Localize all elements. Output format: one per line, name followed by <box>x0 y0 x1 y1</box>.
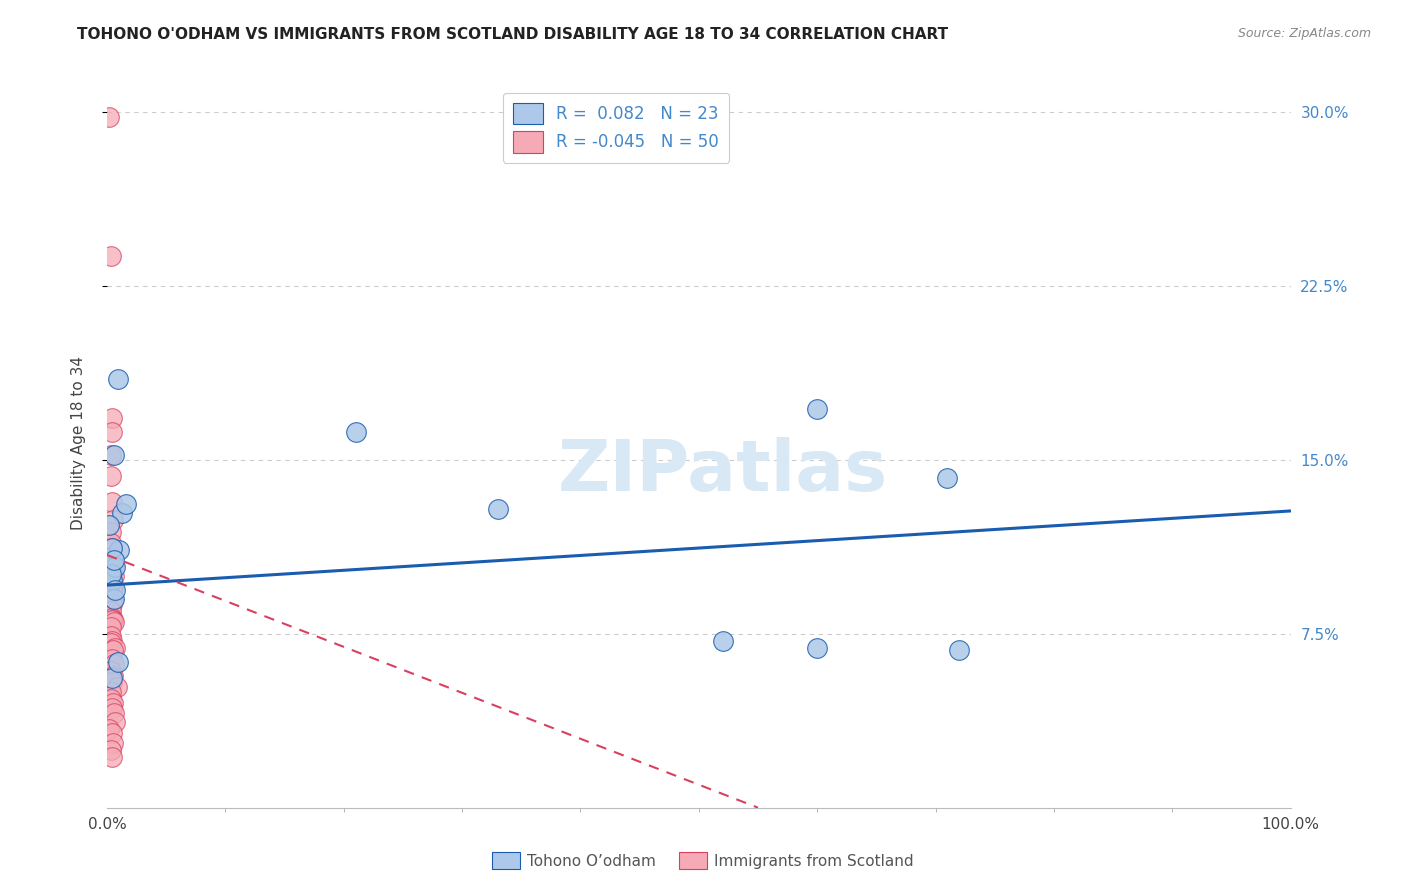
Point <box>98 110 121 124</box>
Point <box>101 582 124 597</box>
Point <box>101 592 124 607</box>
Point <box>344 425 367 439</box>
Point <box>101 559 124 574</box>
Point <box>100 249 122 263</box>
Y-axis label: Disability Age 18 to 34: Disability Age 18 to 34 <box>72 356 86 530</box>
Point <box>101 736 124 750</box>
Point <box>100 550 122 565</box>
Point <box>103 592 125 607</box>
Point <box>100 742 122 756</box>
Point <box>101 701 124 715</box>
Point <box>100 636 122 650</box>
Point <box>101 613 124 627</box>
Point <box>101 541 124 555</box>
Point <box>101 590 124 604</box>
Legend: Tohono O’odham, Immigrants from Scotland: Tohono O’odham, Immigrants from Scotland <box>486 846 920 875</box>
Point <box>103 657 125 671</box>
Point <box>101 494 124 508</box>
Point <box>104 714 127 729</box>
Point <box>100 536 122 550</box>
Point <box>101 749 124 764</box>
Point <box>101 574 124 588</box>
Point <box>486 501 509 516</box>
Point <box>100 685 122 699</box>
Point <box>98 722 121 736</box>
Text: TOHONO O'ODHAM VS IMMIGRANTS FROM SCOTLAND DISABILITY AGE 18 TO 34 CORRELATION C: TOHONO O'ODHAM VS IMMIGRANTS FROM SCOTLA… <box>77 27 949 42</box>
Point <box>100 524 122 539</box>
Point <box>103 615 125 630</box>
Point <box>101 675 124 690</box>
Point <box>103 706 125 720</box>
Point <box>100 448 122 462</box>
Point <box>100 604 122 618</box>
Point <box>100 629 122 643</box>
Point <box>101 671 124 685</box>
Point <box>100 691 122 706</box>
Point <box>100 620 122 634</box>
Point <box>104 559 127 574</box>
Point <box>936 471 959 485</box>
Point <box>103 569 125 583</box>
Text: Source: ZipAtlas.com: Source: ZipAtlas.com <box>1237 27 1371 40</box>
Point <box>101 613 124 627</box>
Text: ZIPatlas: ZIPatlas <box>557 437 887 507</box>
Point <box>111 506 134 520</box>
Point <box>101 581 124 595</box>
Point <box>107 372 129 386</box>
Point <box>101 643 124 657</box>
Point <box>101 513 124 527</box>
Point <box>101 550 124 565</box>
Point <box>101 668 124 682</box>
Point <box>101 697 124 711</box>
Legend: R =  0.082   N = 23, R = -0.045   N = 50: R = 0.082 N = 23, R = -0.045 N = 50 <box>503 93 730 162</box>
Point <box>101 597 124 611</box>
Point <box>104 640 127 655</box>
Point <box>101 652 124 666</box>
Point <box>101 425 124 439</box>
Point <box>101 541 124 555</box>
Point <box>806 640 828 655</box>
Point <box>107 655 129 669</box>
Point <box>806 401 828 416</box>
Point <box>101 633 124 648</box>
Point <box>103 552 125 566</box>
Point <box>108 543 131 558</box>
Point <box>100 552 122 566</box>
Point <box>100 566 122 581</box>
Point <box>100 664 122 678</box>
Point <box>105 680 128 694</box>
Point <box>101 726 124 740</box>
Point <box>948 643 970 657</box>
Point <box>103 448 125 462</box>
Point <box>100 574 122 588</box>
Point <box>100 469 122 483</box>
Point <box>101 566 124 581</box>
Point <box>115 497 138 511</box>
Point <box>98 517 121 532</box>
Point <box>101 411 124 425</box>
Point <box>104 582 127 597</box>
Point <box>101 610 124 624</box>
Point <box>711 633 734 648</box>
